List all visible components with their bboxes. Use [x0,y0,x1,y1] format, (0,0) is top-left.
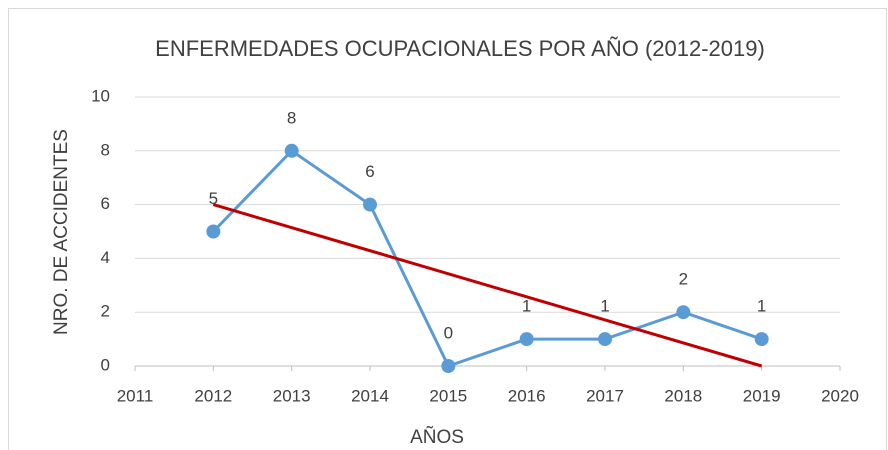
point [284,143,299,158]
point [676,305,691,320]
x-tick-label: 2017 [586,386,624,405]
point [363,197,377,212]
x-tick-label: 2018 [664,386,702,405]
data-label: 1 [600,297,609,316]
x-tick-label: 2013 [273,386,311,405]
data-label: 5 [209,189,218,208]
y-tick-label: 8 [101,140,110,159]
y-tick-label: 0 [101,355,110,374]
point [519,332,534,347]
y-tick-label: 6 [101,194,110,213]
y-tick-label: 10 [91,86,110,105]
point [598,332,612,347]
y-tick-label: 2 [101,302,110,321]
data-label: 1 [757,297,766,316]
y-axis-title: NRO. DE ACCIDENTES [51,129,72,335]
data-label: 6 [365,162,374,181]
x-tick-label: 2014 [351,386,389,405]
chart-border [8,8,887,450]
x-tick-label: 2011 [117,386,154,405]
x-tick-label: 2016 [508,386,546,405]
series-line [212,148,763,368]
x-tick-label: 2012 [194,386,232,405]
x-tick-label: 2019 [743,386,781,405]
point [206,224,221,239]
point [754,332,769,347]
data-label: 8 [287,108,296,127]
x-tick-label: 2015 [429,386,467,405]
y-tick-label: 4 [101,248,110,267]
data-label: 0 [444,323,453,342]
x-axis-title: AÑOS [410,426,464,448]
data-label: 1 [522,297,531,316]
x-tick-label: 2020 [821,386,859,405]
data-label: 2 [679,270,688,289]
trend-line [212,203,763,368]
chart-title: ENFERMEDADES OCUPACIONALES POR AÑO (2012… [155,36,765,61]
point [441,359,456,373]
